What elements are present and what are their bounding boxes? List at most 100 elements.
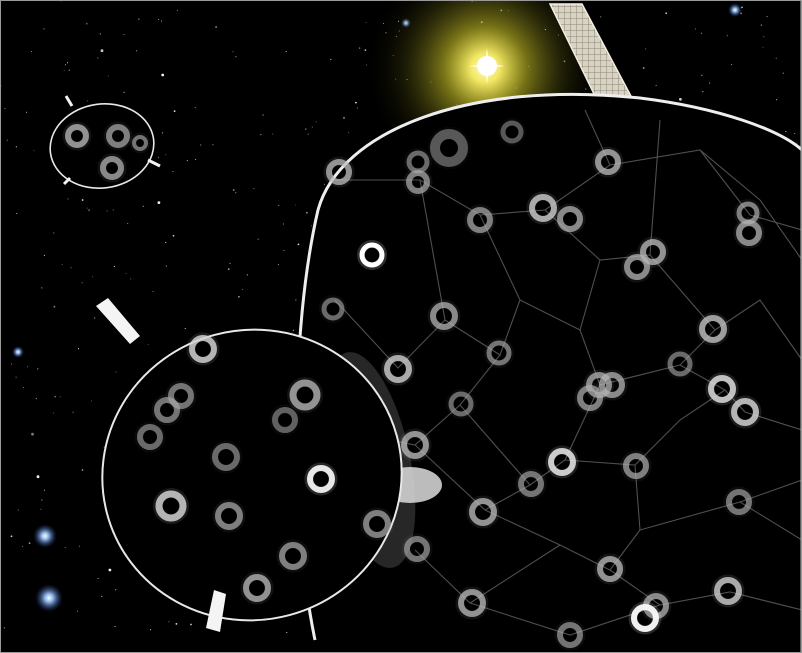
star (99, 33, 101, 35)
star (94, 317, 96, 319)
star (79, 545, 81, 547)
ring-vesicle (132, 135, 148, 151)
star (600, 16, 602, 18)
star (168, 621, 170, 623)
star (15, 146, 17, 148)
ring-vesicle (430, 302, 458, 330)
star (295, 299, 297, 301)
star (60, 0, 62, 2)
ring-vesicle (448, 391, 474, 417)
star (127, 222, 129, 225)
ring-vesicle (168, 383, 194, 409)
ring-vesicle (401, 431, 429, 459)
star (215, 26, 218, 28)
star (776, 99, 778, 101)
ring-vesicle (557, 622, 583, 648)
ring-vesicle (624, 254, 650, 280)
ring-vesicle (384, 355, 412, 383)
ring-vesicle (726, 489, 752, 515)
ring-vesicle (215, 502, 243, 530)
ring-vesicle (154, 397, 180, 423)
star (283, 249, 285, 251)
star (149, 629, 152, 631)
star (135, 50, 137, 52)
star (679, 97, 682, 101)
star (28, 542, 31, 544)
star (343, 117, 345, 119)
star (81, 469, 84, 471)
ring-vesicle (321, 297, 345, 321)
ring-vesicle (430, 129, 468, 167)
ring-vesicle (486, 340, 512, 366)
star (43, 489, 45, 491)
star (355, 101, 357, 104)
ring-vesicle (272, 407, 298, 433)
star (115, 589, 117, 591)
star (54, 395, 57, 398)
star (348, 132, 350, 134)
star (142, 205, 144, 207)
ring-vesicle (137, 424, 163, 450)
star (232, 51, 234, 53)
star (6, 139, 8, 141)
star (17, 509, 19, 511)
ring-vesicle (100, 156, 124, 180)
star (67, 198, 69, 200)
star (3, 627, 5, 629)
star (160, 20, 163, 22)
star (97, 577, 99, 579)
star (10, 535, 13, 538)
star (186, 160, 188, 162)
ring-vesicle (518, 471, 544, 497)
star (157, 201, 161, 205)
ring-vesicle (595, 149, 621, 175)
star (172, 170, 174, 173)
star (709, 82, 711, 84)
star (282, 223, 284, 225)
star (286, 631, 288, 634)
star (212, 144, 214, 146)
star (138, 18, 140, 20)
star (285, 50, 287, 53)
star (257, 238, 259, 240)
star (364, 49, 367, 51)
large-cell (295, 92, 802, 653)
ring-vesicle (212, 443, 240, 471)
ring-vesicle (500, 120, 524, 144)
star (165, 265, 167, 267)
ring-vesicle (529, 194, 557, 222)
star (125, 272, 127, 275)
blue-star (35, 584, 63, 612)
star (76, 610, 78, 612)
star (101, 595, 103, 597)
medium-cell-spike (96, 298, 140, 344)
ring-vesicle (279, 542, 307, 570)
ring-vesicle (623, 453, 649, 479)
star (11, 363, 13, 365)
star (262, 114, 264, 116)
star (68, 69, 70, 71)
star (81, 199, 84, 201)
star (330, 58, 332, 60)
ring-vesicle (577, 385, 603, 411)
star (92, 276, 94, 278)
star (37, 368, 39, 370)
star (315, 121, 317, 123)
star (297, 243, 300, 246)
star (782, 72, 784, 74)
star (642, 67, 645, 69)
medium-cell-spike (206, 590, 226, 632)
star (165, 242, 167, 244)
star (36, 475, 40, 479)
star (112, 209, 114, 211)
star (260, 134, 262, 136)
star (292, 329, 294, 331)
star (81, 282, 83, 284)
star (726, 35, 728, 37)
star (796, 142, 798, 144)
star (33, 150, 35, 152)
star (323, 183, 326, 185)
star (306, 211, 308, 214)
ring-vesicle (557, 206, 583, 232)
